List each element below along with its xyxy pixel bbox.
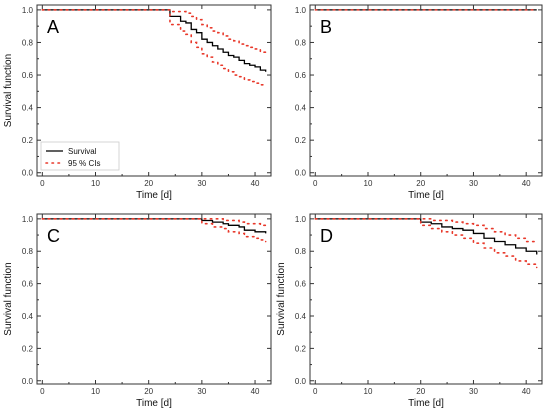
y-tick-label: 1.0 [22,215,34,224]
x-axis: 0 10 20 30 40 [313,5,531,188]
y-tick-label: 1.0 [295,6,307,15]
panel-a: 0 10 20 30 40 0.0 0.2 0.4 0.6 0.8 1.0 Time [d] Survi… [3,4,272,201]
y-axis: 0.0 0.2 0.4 0.6 0.8 1.0 [22,215,271,386]
panel-d: 0 10 20 30 40 0.0 0.2 0.4 0.6 0.8 1.0 Time [d] Survi… [276,213,543,409]
y-axis: 0.0 0.2 0.4 0.6 0.8 1.0 [295,6,542,178]
y-tick-label: 0.6 [295,71,307,80]
y-tick-label: 0.4 [22,104,34,113]
panel-letter: B [320,17,332,37]
x-tick-label: 10 [91,179,100,188]
ci-line [41,9,267,88]
y-tick-label: 0.0 [295,169,307,178]
ci-line [314,218,538,244]
y-tick-label: 0.4 [295,104,307,113]
ci-line [314,218,538,269]
y-axis-label: Survival function [3,54,14,127]
y-tick-label: 0.2 [22,344,34,353]
x-tick-label: 40 [522,387,531,396]
ci-line [41,218,267,227]
y-tick-label: 1.0 [295,215,307,224]
y-tick-label: 0.0 [295,377,307,386]
panel-letter: A [47,17,59,37]
x-axis: 0 10 20 30 40 [40,5,260,188]
plot-frame [309,4,543,177]
ci-line [41,218,267,243]
plot-frame [36,213,272,385]
y-tick-label: 0.8 [295,38,307,47]
x-tick-label: 10 [91,387,100,396]
plot-frame [309,213,543,385]
survival-line [42,218,267,234]
x-tick-label: 20 [144,387,153,396]
y-tick-label: 0.8 [22,247,34,256]
y-axis-label: Survival function [3,262,14,335]
x-tick-label: 10 [364,179,373,188]
y-tick-label: 0.2 [295,344,307,353]
legend-ci-label: 95 % CIs [68,159,100,168]
panel-letter: C [47,226,60,246]
x-axis: 0 10 20 30 40 [40,214,260,396]
x-axis-label: Time [d] [408,398,444,409]
x-tick-label: 30 [197,387,206,396]
x-axis-label: Time [d] [136,190,172,201]
x-tick-label: 30 [469,179,478,188]
y-tick-label: 0.0 [22,169,34,178]
y-tick-label: 0.2 [295,136,307,145]
y-tick-label: 0.8 [22,38,34,47]
y-axis: 0.0 0.2 0.4 0.6 0.8 1.0 [22,6,271,178]
x-tick-label: 20 [416,179,425,188]
x-axis-label: Time [d] [136,398,172,409]
x-tick-label: 0 [40,387,45,396]
panel-letter: D [320,226,333,246]
x-axis-label: Time [d] [408,190,444,201]
y-tick-label: 1.0 [22,6,34,15]
y-axis-label: Survival function [276,262,287,335]
x-tick-label: 40 [522,179,531,188]
survival-line [315,218,538,255]
x-tick-label: 0 [313,179,318,188]
ci-line [41,9,267,55]
x-tick-label: 40 [251,179,260,188]
y-tick-label: 0.4 [295,312,307,321]
x-tick-label: 30 [197,179,206,188]
x-tick-label: 0 [40,179,45,188]
legend: Survival 95 % CIs [40,141,120,171]
x-tick-label: 10 [364,387,373,396]
x-tick-label: 40 [251,387,260,396]
x-tick-label: 20 [416,387,425,396]
y-tick-label: 0.0 [22,377,34,386]
y-tick-label: 0.4 [22,312,34,321]
y-tick-label: 0.2 [22,136,34,145]
x-tick-label: 20 [144,179,153,188]
x-tick-label: 0 [313,387,318,396]
y-tick-label: 0.6 [22,280,34,289]
survival-line [42,9,267,72]
x-tick-label: 30 [469,387,478,396]
legend-box [40,141,120,171]
panel-b: 0 10 20 30 40 0.0 0.2 0.4 0.6 0.8 1.0 Time [d] B [295,4,543,201]
plot-frame [36,4,272,177]
y-tick-label: 0.6 [22,71,34,80]
y-tick-label: 0.6 [295,280,307,289]
legend-survival-label: Survival [68,147,97,156]
y-tick-label: 0.8 [295,247,307,256]
panel-c: 0 10 20 30 40 0.0 0.2 0.4 0.6 0.8 1.0 Time [d] Survi… [3,213,272,409]
y-axis: 0.0 0.2 0.4 0.6 0.8 1.0 [295,215,542,386]
x-axis: 0 10 20 30 40 [313,214,531,396]
